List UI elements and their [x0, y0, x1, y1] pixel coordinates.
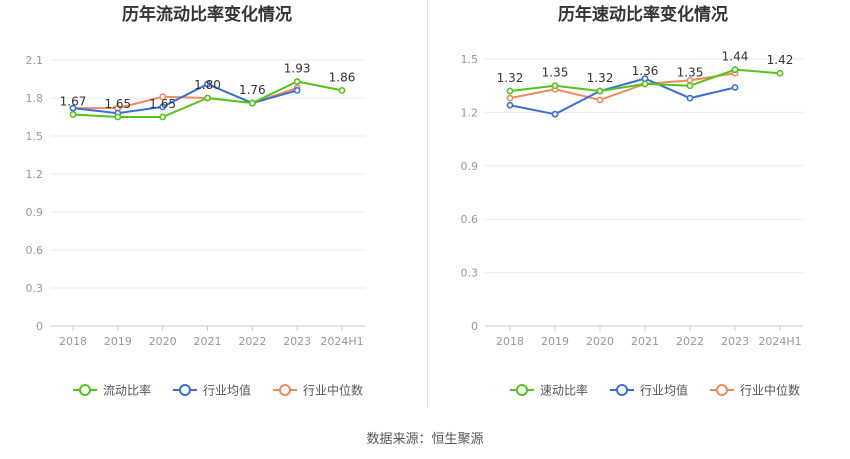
data-label: 1.80	[194, 78, 221, 92]
y-tick-label: 1.2	[26, 168, 44, 181]
legend-item[interactable]: 速动比率	[510, 383, 588, 398]
data-point	[506, 87, 514, 95]
legend-label: 行业中位数	[303, 383, 363, 398]
data-point	[551, 82, 559, 90]
data-label: 1.65	[149, 97, 176, 111]
x-tick-label: 2020	[149, 335, 177, 348]
data-label: 1.44	[722, 50, 749, 64]
series-line	[72, 83, 298, 115]
data-label: 1.36	[632, 64, 659, 78]
y-tick-label: 0.9	[26, 206, 44, 219]
legend-item[interactable]: 流动比率	[73, 383, 151, 398]
data-point	[204, 94, 211, 102]
current-ratio-chart: 历年流动比率变化情况 0 0.3 0.6 0.9 1.2 1.5 1.8 2.1 2018 2019…	[0, 0, 425, 415]
chart-svg: 历年流动比率变化情况 0 0.3 0.6 0.9 1.2 1.5 1.8 2.1 2018 2019…	[26, 4, 365, 398]
data-label: 1.32	[497, 71, 524, 85]
data-label: 1.35	[677, 66, 704, 80]
y-tick-label: 0.3	[461, 267, 479, 280]
data-point	[731, 66, 739, 74]
chart-svg: 历年速动比率变化情况 0 0.3 0.6 0.9 1.2 1.5 2018 2019 2020 20…	[461, 4, 803, 398]
legend-item[interactable]: 行业均值	[173, 383, 251, 398]
x-tick-label: 2019	[104, 335, 132, 348]
x-tick-label: 2019	[541, 335, 569, 348]
data-point	[69, 104, 77, 112]
x-tick-label: 2023	[721, 335, 749, 348]
x-tick-label: 2018	[496, 335, 524, 348]
data-point	[159, 113, 167, 121]
data-point	[641, 80, 649, 88]
data-label: 1.86	[329, 70, 356, 84]
data-point	[159, 93, 167, 101]
data-point	[686, 94, 694, 102]
data-point	[338, 87, 346, 94]
y-tick-label: 0.9	[461, 160, 479, 173]
x-tick-label: 2021	[631, 335, 659, 348]
legend-label: 速动比率	[540, 383, 588, 398]
data-source-note: 数据来源：恒生聚源	[366, 432, 484, 447]
data-point	[551, 110, 559, 118]
legend-marker	[179, 384, 191, 396]
x-tick-label: 2018	[59, 335, 87, 348]
chart-title: 历年流动比率变化情况	[122, 4, 292, 25]
series-line	[509, 72, 736, 101]
data-point	[69, 111, 77, 118]
data-point	[114, 113, 122, 121]
y-tick-label: 1.5	[461, 53, 479, 66]
data-point	[596, 87, 604, 95]
data-label: 1.32	[587, 71, 614, 85]
y-tick-label: 1.8	[26, 92, 44, 105]
data-label: 1.65	[104, 97, 131, 111]
x-tick-label: 2023	[283, 335, 311, 348]
legend-label: 行业均值	[640, 383, 688, 398]
legend-item[interactable]: 行业中位数	[273, 383, 363, 398]
x-tick-label: 2021	[194, 335, 222, 348]
data-label: 1.35	[542, 66, 569, 80]
y-tick-label: 2.1	[26, 54, 44, 67]
chart-divider	[427, 0, 428, 408]
x-tick-label: 2020	[586, 335, 614, 348]
data-label: 1.42	[767, 53, 794, 67]
data-point	[506, 101, 514, 109]
chart-title: 历年速动比率变化情况	[558, 4, 728, 25]
data-point	[293, 87, 301, 94]
data-point	[596, 96, 604, 104]
legend-marker	[716, 384, 728, 396]
y-tick-label: 0	[471, 320, 478, 333]
data-point	[506, 94, 514, 102]
data-point	[731, 84, 739, 91]
data-point	[686, 82, 694, 90]
y-tick-label: 0.6	[461, 213, 479, 226]
data-label: 1.93	[284, 62, 311, 76]
y-tick-label: 1.5	[26, 130, 44, 143]
legend-marker	[616, 384, 628, 396]
data-label: 1.76	[239, 83, 266, 97]
y-tick-label: 0.6	[26, 244, 44, 257]
legend-item[interactable]: 行业均值	[610, 383, 688, 398]
x-tick-label: 2024H1	[758, 335, 801, 348]
legend-item[interactable]: 行业中位数	[710, 383, 800, 398]
y-tick-label: 1.2	[461, 106, 479, 119]
x-tick-label: 2024H1	[320, 335, 363, 348]
x-tick-label: 2022	[238, 335, 266, 348]
quick-ratio-chart: 历年速动比率变化情况 0 0.3 0.6 0.9 1.2 1.5 2018 2019 2020 20…	[425, 0, 850, 415]
legend-label: 行业均值	[203, 383, 251, 398]
legend-marker	[279, 384, 291, 396]
legend-marker	[516, 384, 528, 396]
data-point	[159, 103, 167, 111]
data-point	[248, 99, 256, 107]
data-point	[204, 80, 211, 88]
legend-label: 行业中位数	[740, 383, 800, 398]
series-line	[509, 77, 736, 116]
data-point	[776, 69, 784, 77]
x-tick-label: 2022	[676, 335, 704, 348]
y-tick-label: 0	[36, 320, 43, 333]
legend-marker	[79, 384, 91, 396]
data-point	[293, 78, 301, 85]
legend-label: 流动比率	[103, 383, 151, 398]
y-tick-label: 0.3	[26, 282, 44, 295]
data-label: 1.67	[60, 94, 87, 108]
